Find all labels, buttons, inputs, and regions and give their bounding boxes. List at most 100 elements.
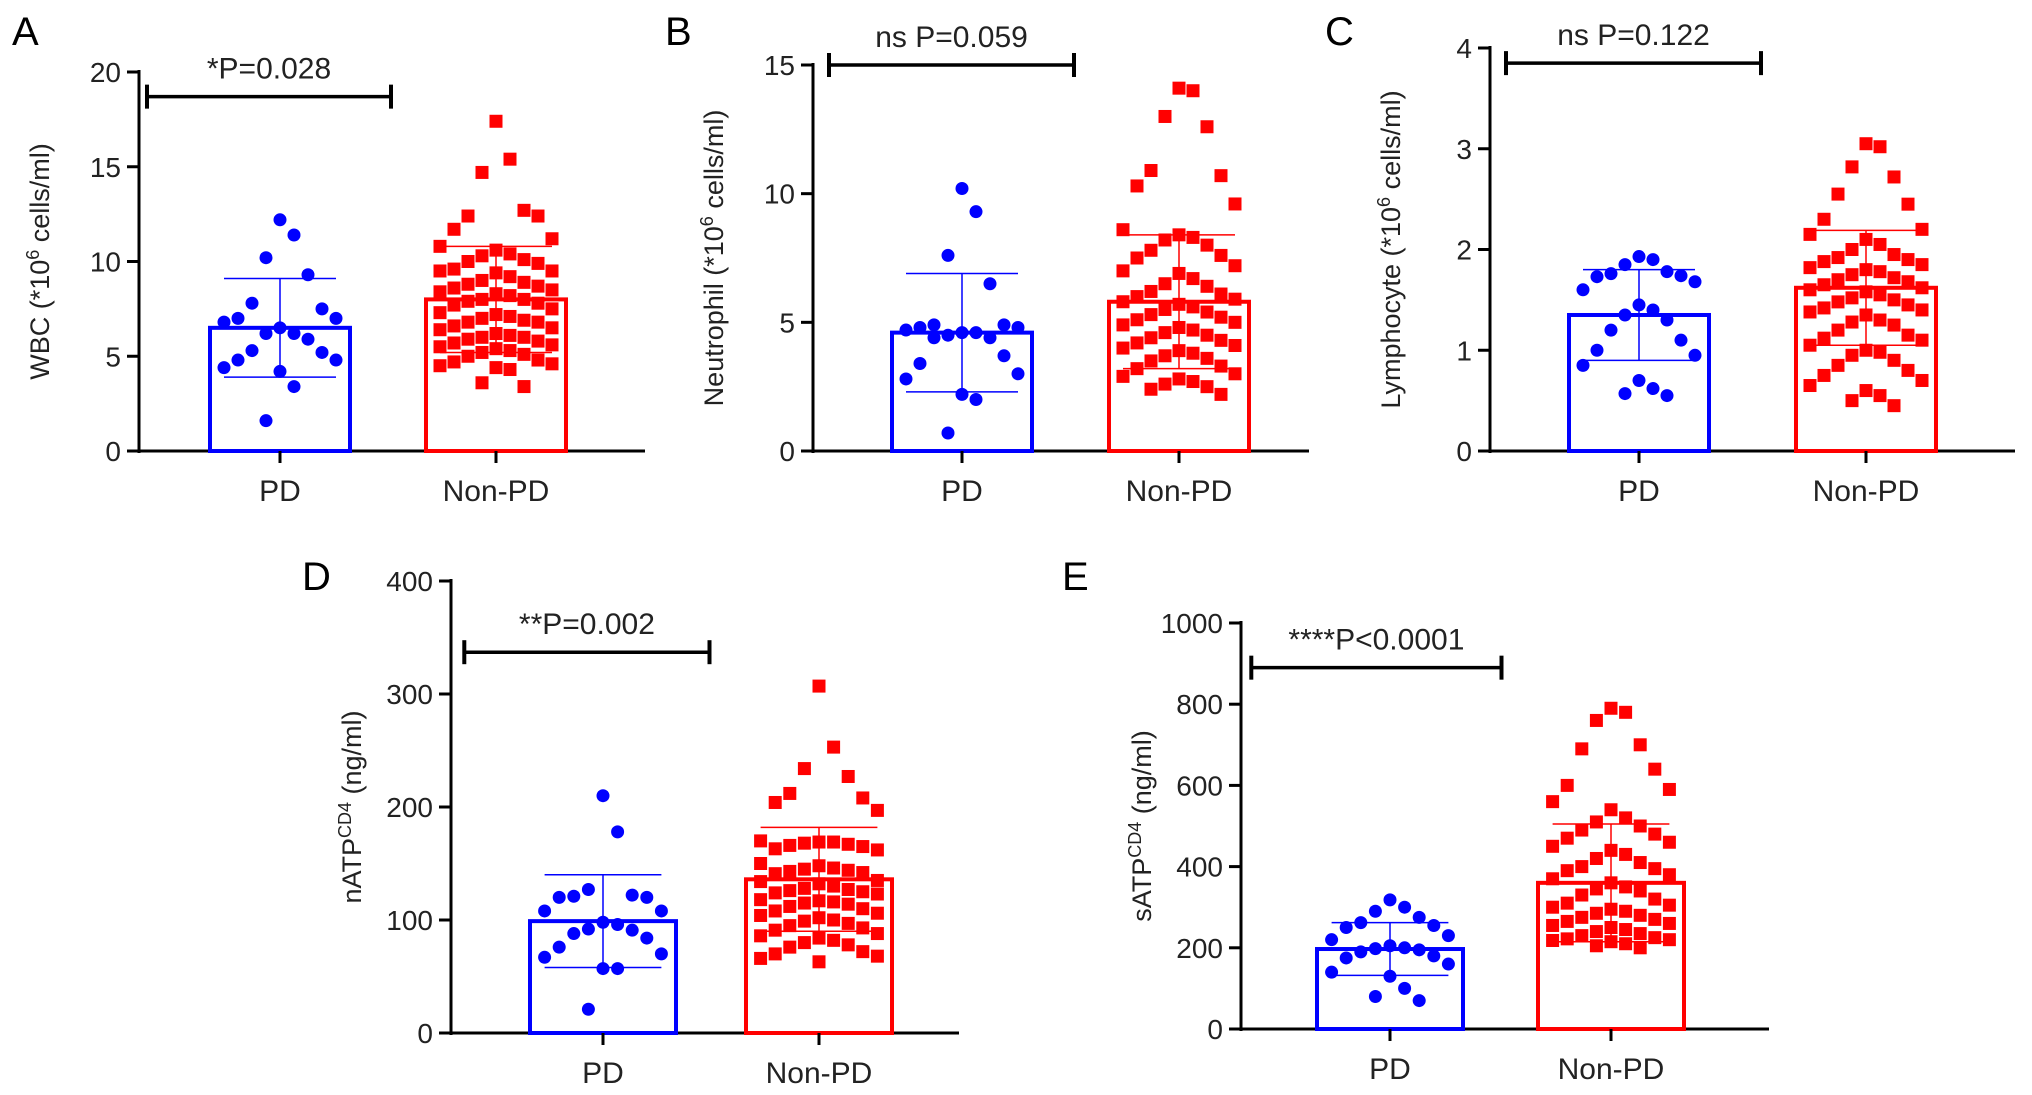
y-label-text: Lymphocyte (*10 [1376, 207, 1406, 409]
data-point-PD [596, 962, 610, 976]
data-point-Non-PD [1633, 927, 1647, 941]
x-tick-label: PD [941, 475, 983, 508]
data-point-Non-PD [503, 289, 517, 303]
data-point-Non-PD [1859, 137, 1873, 151]
data-point-PD [913, 357, 927, 371]
data-point-Non-PD [1648, 827, 1662, 841]
data-point-Non-PD [1859, 343, 1873, 357]
data-point-Non-PD [797, 881, 811, 895]
data-point-Non-PD [856, 921, 870, 935]
data-point-PD [625, 888, 639, 902]
data-point-Non-PD [1546, 918, 1560, 932]
data-point-Non-PD [1817, 331, 1831, 345]
data-point-Non-PD [1200, 351, 1214, 365]
y-tick-label: 10 [764, 179, 795, 210]
data-point-Non-PD [1619, 811, 1633, 825]
data-point-Non-PD [1158, 326, 1172, 340]
data-point-PD [997, 318, 1011, 332]
y-tick-label: 200 [386, 792, 433, 823]
data-point-Non-PD [447, 262, 461, 276]
data-point-Non-PD [1887, 318, 1901, 332]
data-point-Non-PD [503, 309, 517, 323]
data-point-PD [654, 947, 668, 961]
data-point-Non-PD [517, 330, 531, 344]
data-point-Non-PD [1619, 904, 1633, 918]
y-tick-label: 400 [386, 566, 433, 597]
data-point-Non-PD [768, 923, 782, 937]
data-point-PD [538, 904, 552, 918]
data-point-PD [941, 426, 955, 440]
data-point-PD [941, 248, 955, 262]
data-point-Non-PD [1633, 738, 1647, 752]
data-point-Non-PD [1887, 399, 1901, 413]
y-tick-label: 15 [764, 50, 795, 81]
y-label-text: sATP [1127, 858, 1157, 922]
data-point-PD [983, 331, 997, 345]
data-point-Non-PD [856, 885, 870, 899]
data-point-Non-PD [1633, 941, 1647, 955]
data-point-PD [927, 331, 941, 345]
data-point-Non-PD [1845, 315, 1859, 329]
data-point-Non-PD [433, 264, 447, 278]
data-point-PD [259, 327, 273, 341]
x-tick-label: Non-PD [443, 475, 550, 508]
data-point-PD [1011, 320, 1025, 334]
y-axis-label: WBC (*106 cells/ml) [23, 143, 55, 380]
data-point-PD [552, 890, 566, 904]
data-point-PD [1398, 981, 1412, 995]
data-point-Non-PD [531, 279, 545, 293]
panel-D: D 0 100 200 300 400 nATPCD4 (ng/ml) PD Non-PD **P… [302, 555, 959, 1090]
data-point-Non-PD [1648, 912, 1662, 926]
panel-label: C [1325, 10, 1354, 54]
data-point-PD [287, 228, 301, 242]
data-point-Non-PD [1575, 910, 1589, 924]
data-point-Non-PD [797, 914, 811, 928]
data-point-Non-PD [1158, 349, 1172, 363]
data-point-Non-PD [1662, 898, 1676, 912]
y-label-text: cells/ml) [1376, 90, 1406, 197]
data-point-PD [1604, 267, 1618, 281]
data-point-Non-PD [1845, 243, 1859, 256]
data-point-Non-PD [503, 270, 517, 284]
p-value-annotation: *P=0.028 [207, 53, 331, 86]
data-point-Non-PD [870, 887, 884, 901]
data-point-Non-PD [1186, 84, 1200, 98]
data-point-Non-PD [545, 264, 559, 278]
data-point-PD [899, 323, 913, 337]
y-axis-label: Neutrophil (*106 cells/ml) [697, 110, 729, 407]
data-point-Non-PD [870, 906, 884, 920]
data-point-Non-PD [1831, 358, 1845, 372]
data-point-Non-PD [1560, 914, 1574, 928]
data-point-Non-PD [447, 336, 461, 350]
data-point-Non-PD [1589, 906, 1603, 920]
data-point-PD [1590, 270, 1604, 284]
data-point-Non-PD [1845, 291, 1859, 305]
data-point-Non-PD [461, 315, 475, 329]
data-point-Non-PD [1186, 272, 1200, 286]
data-point-Non-PD [447, 222, 461, 236]
data-point-Non-PD [1619, 923, 1633, 937]
data-point-Non-PD [475, 292, 489, 306]
data-point-Non-PD [433, 359, 447, 373]
y-label-superscript: 6 [1374, 197, 1394, 207]
data-point-PD [1590, 343, 1604, 357]
data-point-PD [1604, 323, 1618, 337]
data-point-Non-PD [1915, 258, 1929, 272]
data-point-Non-PD [1873, 313, 1887, 327]
y-tick-label: 100 [386, 905, 433, 936]
data-point-Non-PD [1158, 109, 1172, 123]
data-point-PD [983, 277, 997, 291]
data-point-Non-PD [1560, 831, 1574, 845]
data-point-Non-PD [1845, 268, 1859, 282]
data-point-Non-PD [1831, 187, 1845, 201]
data-point-PD [611, 962, 625, 976]
data-point-PD [1618, 258, 1632, 272]
y-tick-label: 2 [1456, 235, 1472, 266]
data-point-Non-PD [531, 209, 545, 223]
data-point-Non-PD [1200, 328, 1214, 342]
data-point-Non-PD [841, 882, 855, 896]
data-point-Non-PD [1186, 346, 1200, 360]
data-point-PD [581, 922, 595, 936]
data-point-Non-PD [475, 249, 489, 263]
data-point-Non-PD [503, 328, 517, 342]
